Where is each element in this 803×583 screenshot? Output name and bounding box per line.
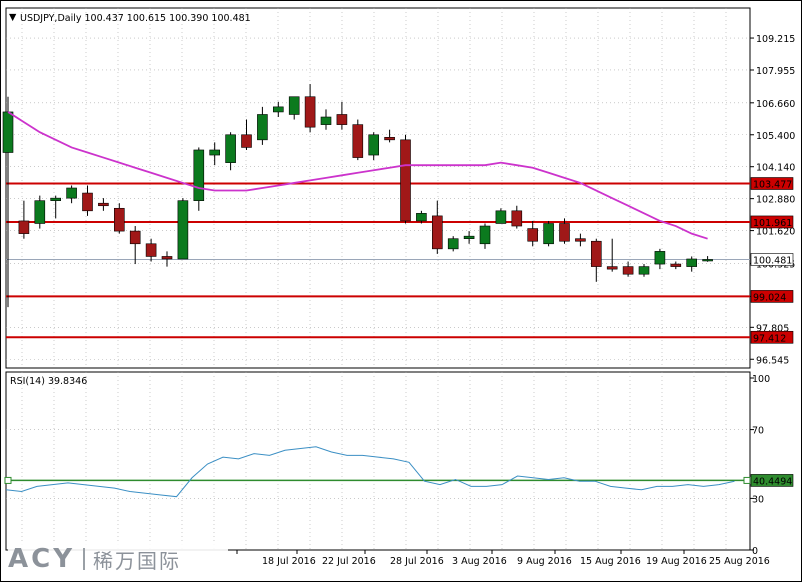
- level-101.961-tag: [750, 215, 794, 229]
- rsi-y-tick-label: 100: [752, 374, 770, 385]
- y-tick-label: 96.545: [756, 355, 789, 366]
- watermark-logo: ACY: [8, 544, 76, 574]
- x-tick-label: 3 Aug 2016: [452, 556, 507, 567]
- level-99.024-label: 99.024: [753, 292, 786, 303]
- candle-body: [622, 266, 634, 275]
- candle-body: [352, 124, 364, 158]
- candle-body: [543, 223, 554, 245]
- watermark: ACY 稀万国际: [8, 541, 228, 577]
- candle-body: [384, 136, 395, 141]
- candle-body: [431, 215, 443, 250]
- candle-body: [575, 238, 586, 242]
- symbol-header: USDJPY,Daily 100.437 100.615 100.390 100…: [20, 13, 251, 24]
- candle-body: [241, 134, 252, 148]
- candle-body: [463, 235, 475, 240]
- rsi-level-tag: [750, 474, 794, 487]
- candle-body: [193, 149, 205, 201]
- current-price-label: 100.481: [753, 255, 792, 266]
- x-tick-label: 15 Aug 2016: [580, 556, 641, 567]
- rsi-level-handle: [743, 476, 751, 484]
- candle-body: [479, 225, 491, 245]
- candle-body: [288, 96, 300, 115]
- candle-body: [416, 213, 427, 222]
- candle-body: [511, 210, 523, 227]
- watermark-divider: [83, 548, 86, 570]
- candle-body: [447, 238, 459, 250]
- candle-body: [304, 96, 316, 128]
- x-tick-label: 9 Aug 2016: [517, 556, 572, 567]
- x-tick-label: 28 Jul 2016: [390, 556, 444, 567]
- candle-body: [606, 266, 618, 270]
- candle-body: [161, 256, 173, 260]
- candle-body: [145, 243, 157, 257]
- candle-body: [686, 258, 698, 267]
- moving-average-line: [7, 111, 708, 240]
- rsi-level-label: 40.4494: [753, 476, 792, 487]
- candle-body: [18, 220, 30, 234]
- candle-body: [670, 263, 682, 267]
- rsi-y-tick-label: 0: [752, 546, 758, 557]
- candle-body: [177, 200, 189, 260]
- level-103.477-tag: [750, 177, 794, 190]
- candle-body: [2, 111, 14, 153]
- candle-body: [225, 134, 236, 163]
- level-97.412-tag: [750, 330, 794, 344]
- level-99.024-tag: [750, 290, 794, 303]
- y-tick-label: 101.620: [756, 227, 795, 238]
- rsi-title: RSI(14) 39.8346: [10, 376, 87, 387]
- candle-body: [129, 230, 141, 245]
- candle-body: [590, 240, 602, 267]
- candle-body: [559, 223, 570, 242]
- candle-body: [702, 259, 713, 262]
- candle-body: [368, 134, 380, 156]
- header-arrow: ▼: [9, 12, 17, 23]
- candle-body: [654, 251, 666, 265]
- candle-body: [257, 114, 268, 141]
- candle-body: [336, 114, 348, 125]
- candle-body: [66, 187, 77, 199]
- y-tick-label: 109.215: [756, 34, 795, 45]
- y-tick-label: 106.660: [756, 99, 795, 110]
- candle-body: [272, 106, 284, 113]
- level-97.412-label: 97.412: [753, 333, 786, 344]
- candle-body: [98, 202, 109, 207]
- y-tick-label: 104.140: [756, 163, 795, 174]
- candle-body: [638, 266, 650, 275]
- candle-body: [320, 116, 332, 125]
- y-tick-label: 105.400: [756, 131, 795, 142]
- y-tick-label: 97.805: [756, 323, 789, 334]
- rsi-y-tick-label: 70: [752, 426, 764, 437]
- candle-body: [495, 210, 507, 224]
- price-pane: [5, 7, 751, 369]
- candle-body: [400, 139, 411, 222]
- y-tick-label: 107.955: [756, 66, 795, 77]
- candle-body: [527, 228, 539, 242]
- x-tick-label: 18 Jul 2016: [262, 556, 316, 567]
- rsi-level-handle: [4, 476, 12, 484]
- x-tick-label: 19 Aug 2016: [646, 556, 707, 567]
- rsi-line: [5, 446, 735, 498]
- candle-body: [50, 197, 62, 201]
- candle-body: [34, 200, 46, 224]
- rsi-y-tick-label: 30: [752, 494, 764, 505]
- current-price-tag: [750, 253, 794, 266]
- x-tick-label: 22 Jul 2016: [322, 556, 376, 567]
- candles: [2, 84, 713, 308]
- level-101.961-label: 101.961: [753, 218, 792, 229]
- candle-body: [82, 192, 93, 212]
- rsi-pane: [5, 371, 751, 551]
- watermark-name: 稀万国际: [93, 548, 182, 573]
- x-tick-label: 25 Aug 2016: [709, 556, 770, 567]
- level-103.477-label: 103.477: [753, 180, 792, 191]
- candle-body: [209, 149, 220, 156]
- y-tick-label: 102.880: [756, 195, 795, 206]
- candle-body: [114, 207, 125, 232]
